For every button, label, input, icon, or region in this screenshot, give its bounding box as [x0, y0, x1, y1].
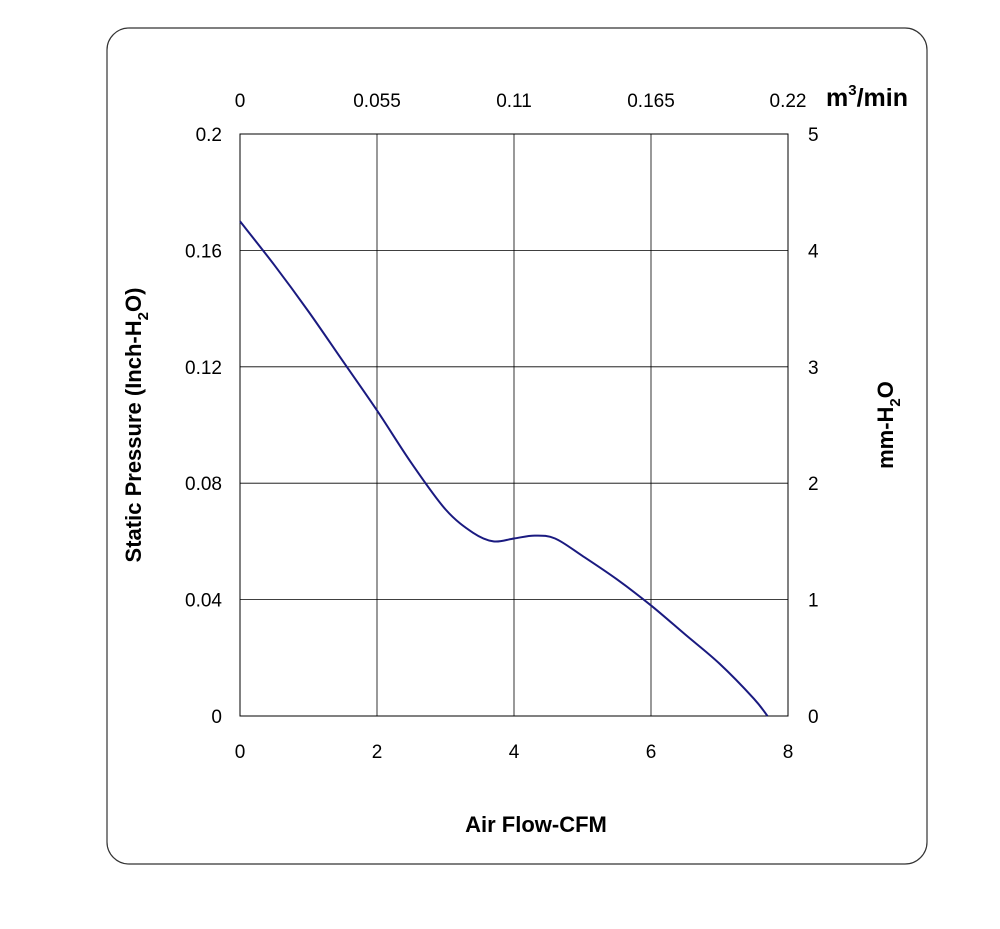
y-axis-title-main: Static Pressure (Inch-H — [121, 320, 146, 562]
x-axis-title: Air Flow-CFM — [465, 812, 607, 837]
y2-tick-label: 3 — [808, 358, 819, 379]
chart-frame — [106, 27, 928, 865]
x2-axis-title: m3/min — [826, 82, 908, 112]
series — [239, 220, 769, 717]
x2-tick-label: 0.22 — [770, 91, 807, 112]
y2-axis-title: mm-H2O — [873, 381, 904, 469]
x2-axis-title-sup: 3 — [848, 82, 856, 99]
x2-tick-label: 0.165 — [627, 91, 675, 112]
plot-area — [239, 133, 789, 717]
y-axis-title-tail: O) — [121, 288, 146, 312]
y2-tick-label: 0 — [808, 707, 819, 728]
x2-tick-label: 0.11 — [496, 91, 532, 112]
y2-tick-label: 4 — [808, 241, 819, 262]
x-tick-label: 0 — [235, 742, 246, 763]
y-tick-label: 0.2 — [196, 125, 222, 146]
y-axis-title-sub: 2 — [135, 312, 152, 320]
y-tick-label: 0 — [211, 707, 222, 728]
series-line — [239, 220, 769, 717]
y2-axis-title-sub: 2 — [887, 398, 904, 406]
x2-tick-label: 0 — [235, 91, 246, 112]
y-axis-title: Static Pressure (Inch-H2O) — [121, 288, 152, 563]
x-tick-label: 8 — [783, 742, 794, 763]
x-tick-label: 2 — [372, 742, 383, 763]
y2-tick-label: 5 — [808, 125, 819, 146]
x2-axis-title-main: m — [826, 84, 848, 112]
x-tick-label: 6 — [646, 742, 657, 763]
y2-axis-title-tail: O — [873, 381, 898, 398]
y2-tick-label: 2 — [808, 474, 819, 495]
x-tick-label: 4 — [509, 742, 520, 763]
grid — [240, 134, 788, 716]
x2-tick-label: 0.055 — [353, 91, 401, 112]
y2-tick-label: 1 — [808, 591, 819, 612]
y-tick-label: 0.08 — [185, 474, 222, 495]
y-tick-label: 0.04 — [185, 591, 222, 612]
x2-axis-title-tail: /min — [857, 84, 908, 112]
y2-axis-title-main: mm-H — [873, 407, 898, 469]
y-tick-label: 0.12 — [185, 358, 222, 379]
y-tick-label: 0.16 — [185, 241, 222, 262]
